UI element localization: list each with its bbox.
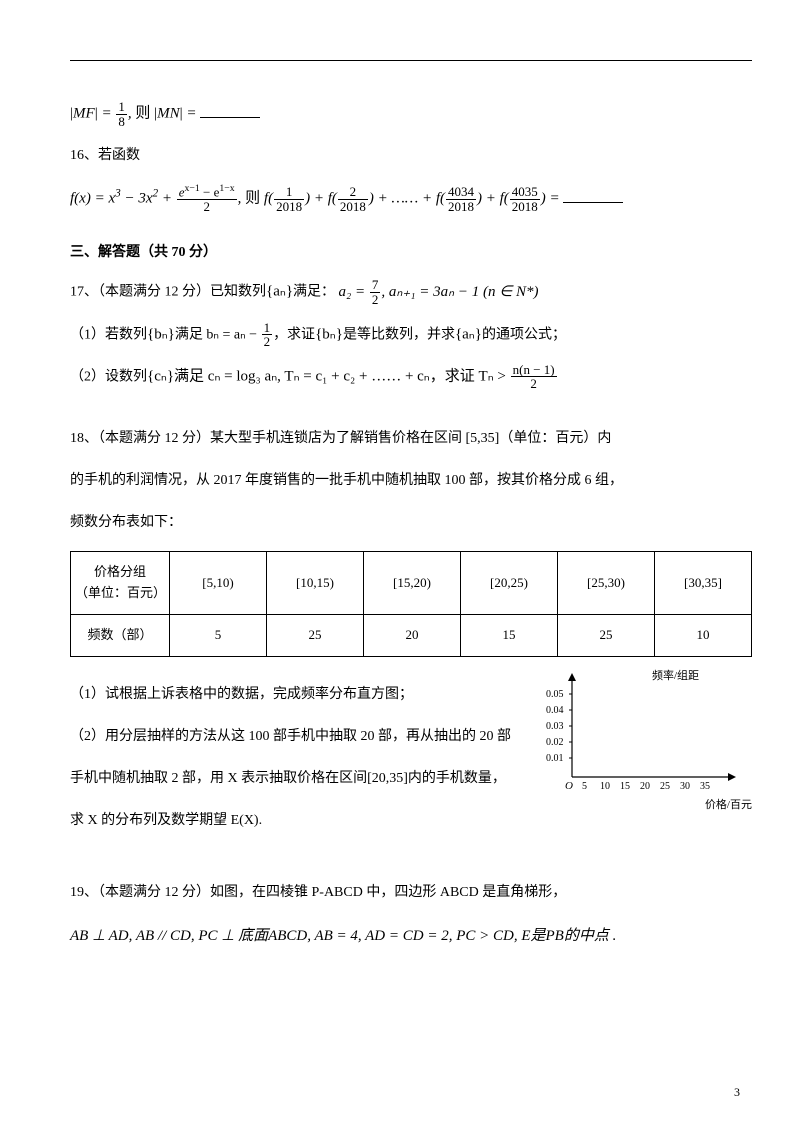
q18-p2a: （2）用分层抽样的方法从这 100 部手机中抽取 20 部，再从抽出的 20 部 bbox=[70, 723, 526, 751]
q16-fx: f(x) = x bbox=[70, 191, 115, 207]
svg-text:20: 20 bbox=[640, 781, 650, 792]
cell-5: 10 bbox=[655, 614, 752, 656]
q18-p2b: 手机中随机抽取 2 部，用 X 表示抽取价格在区间[20,35]内的手机数量， bbox=[70, 765, 526, 793]
cell-4: 25 bbox=[558, 614, 655, 656]
svg-text:10: 10 bbox=[600, 781, 610, 792]
chart-ylabel: 频率/组距 bbox=[652, 668, 699, 682]
th-5: [25,30) bbox=[558, 552, 655, 615]
q18-p2c: 求 X 的分布列及数学期望 E(X). bbox=[70, 807, 526, 835]
cell-1: 25 bbox=[267, 614, 364, 656]
chart-svg: 0.05 0.04 0.03 0.02 0.01 5 10 15 20 bbox=[532, 667, 752, 797]
cell-0: 5 bbox=[170, 614, 267, 656]
th-4: [20,25) bbox=[461, 552, 558, 615]
cell-2: 20 bbox=[364, 614, 461, 656]
svg-text:0.02: 0.02 bbox=[546, 737, 564, 748]
chart-origin: O bbox=[565, 780, 573, 792]
th-6: [30,35] bbox=[655, 552, 752, 615]
page-number: 3 bbox=[734, 1083, 740, 1102]
q15-then: 则 bbox=[135, 106, 150, 122]
svg-text:0.03: 0.03 bbox=[546, 721, 564, 732]
th-0: 价格分组 （单位：百元） bbox=[71, 552, 170, 615]
svg-text:15: 15 bbox=[620, 781, 630, 792]
q15-blank bbox=[200, 102, 260, 118]
chart-xlabel: 价格/百元 bbox=[532, 797, 752, 815]
q19-line1: 19、（本题满分 12 分）如图，在四棱锥 P-ABCD 中，四边形 ABCD … bbox=[70, 879, 752, 907]
histogram-axes: 0.05 0.04 0.03 0.02 0.01 5 10 15 20 bbox=[532, 667, 752, 815]
th-1: [5,10) bbox=[170, 552, 267, 615]
q17-part1: （1）若数列{bₙ}满足 bₙ = aₙ − 12，求证{bₙ}是等比数列，并求… bbox=[70, 321, 752, 349]
svg-text:0.05: 0.05 bbox=[546, 689, 564, 700]
svg-text:30: 30 bbox=[680, 781, 690, 792]
frequency-table: 价格分组 （单位：百元） [5,10) [10,15) [15,20) [20,… bbox=[70, 551, 752, 656]
svg-text:5: 5 bbox=[582, 781, 587, 792]
q18-line1: 18、（本题满分 12 分）某大型手机连锁店为了解销售价格在区间 [5,35]（… bbox=[70, 425, 752, 453]
q18-line2: 的手机的利润情况，从 2017 年度销售的一批手机中随机抽取 100 部，按其价… bbox=[70, 467, 752, 495]
q16-blank bbox=[563, 187, 623, 203]
th-3: [15,20) bbox=[364, 552, 461, 615]
svg-text:35: 35 bbox=[700, 781, 710, 792]
section-3-title: 三、解答题（共 70 分） bbox=[70, 242, 752, 264]
q15-mn: MN bbox=[157, 106, 180, 122]
svg-text:0.01: 0.01 bbox=[546, 753, 564, 764]
q15-formula: |MF| = 18, 则 |MN| = bbox=[70, 100, 752, 128]
svg-text:25: 25 bbox=[660, 781, 670, 792]
q15-mf-num: 1 bbox=[116, 100, 127, 115]
q15-mf-den: 8 bbox=[116, 115, 127, 129]
q16-formula: f(x) = x3 − 3x2 + ex−1 − e1−x2, 则 f(1201… bbox=[70, 184, 752, 214]
q19-line2: AB ⊥ AD, AB // CD, PC ⊥ 底面ABCD, AB = 4, … bbox=[70, 921, 752, 951]
q18-p1: （1）试根据上诉表格中的数据，完成频率分布直方图； bbox=[70, 681, 526, 709]
table-header-row: 价格分组 （单位：百元） [5,10) [10,15) [15,20) [20,… bbox=[71, 552, 752, 615]
svg-text:0.04: 0.04 bbox=[546, 705, 564, 716]
q16-label: 16、若函数 bbox=[70, 142, 752, 170]
q17-line1: 17、（本题满分 12 分）已知数列{aₙ}满足： a₂ = 72, aₙ₊₁ … bbox=[70, 278, 752, 306]
cell-3: 15 bbox=[461, 614, 558, 656]
q18-line3: 频数分布表如下： bbox=[70, 509, 752, 537]
th-2: [10,15) bbox=[267, 552, 364, 615]
q17-part2: （2）设数列{cₙ}满足 cₙ = log₃ aₙ, Tₙ = c₁ + c₂ … bbox=[70, 363, 752, 391]
table-data-row: 频数（部） 5 25 20 15 25 10 bbox=[71, 614, 752, 656]
row-label: 频数（部） bbox=[71, 614, 170, 656]
